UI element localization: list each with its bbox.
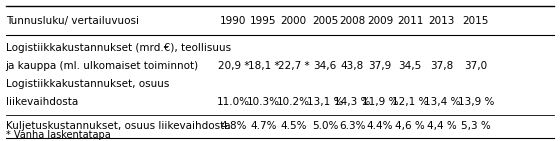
Text: 2005: 2005: [312, 16, 338, 27]
Text: 14,3 %: 14,3 %: [334, 97, 371, 107]
Text: 10.2%: 10.2%: [277, 97, 310, 107]
Text: 5,3 %: 5,3 %: [461, 121, 491, 131]
Text: 2013: 2013: [429, 16, 455, 27]
Text: * Vanha laskentatapa: * Vanha laskentatapa: [6, 130, 110, 140]
Text: 13,9 %: 13,9 %: [458, 97, 494, 107]
Text: 1990: 1990: [220, 16, 246, 27]
Text: 10.3%: 10.3%: [247, 97, 280, 107]
Text: 11.0%: 11.0%: [217, 97, 250, 107]
Text: 4,4 %: 4,4 %: [427, 121, 457, 131]
Text: Tunnusluku/ vertailuvuosi: Tunnusluku/ vertailuvuosi: [6, 16, 138, 27]
Text: 2009: 2009: [367, 16, 393, 27]
Text: Kuljetuskustannukset, osuus liikevaihdosta: Kuljetuskustannukset, osuus liikevaihdos…: [6, 121, 230, 131]
Text: 11,9 %: 11,9 %: [362, 97, 398, 107]
Text: 34,5: 34,5: [399, 61, 422, 71]
Text: liikevaihdosta: liikevaihdosta: [6, 97, 78, 107]
Text: Logistiikkakustannukset, osuus: Logistiikkakustannukset, osuus: [6, 79, 169, 89]
Text: 5.0%: 5.0%: [312, 121, 338, 131]
Text: 2008: 2008: [339, 16, 366, 27]
Text: 20,9 *: 20,9 *: [218, 61, 249, 71]
Text: 22,7 *: 22,7 *: [278, 61, 310, 71]
Text: Logistiikkakustannukset (mrd.€), teollisuus: Logistiikkakustannukset (mrd.€), teollis…: [6, 43, 231, 53]
Text: 2015: 2015: [463, 16, 489, 27]
Text: 4.4%: 4.4%: [367, 121, 393, 131]
Text: 4.7%: 4.7%: [250, 121, 277, 131]
Text: 4.8%: 4.8%: [220, 121, 246, 131]
Text: 2011: 2011: [397, 16, 423, 27]
Text: 13,4 %: 13,4 %: [424, 97, 460, 107]
Text: 37,9: 37,9: [368, 61, 391, 71]
Text: 1995: 1995: [250, 16, 277, 27]
Text: 37,8: 37,8: [430, 61, 454, 71]
Text: 18,1 *: 18,1 *: [248, 61, 279, 71]
Text: 4,6 %: 4,6 %: [395, 121, 425, 131]
Text: 13,1 %: 13,1 %: [307, 97, 343, 107]
Text: 43,8: 43,8: [341, 61, 364, 71]
Text: 4.5%: 4.5%: [281, 121, 307, 131]
Text: 12,1 %: 12,1 %: [392, 97, 428, 107]
Text: ja kauppa (ml. ulkomaiset toiminnot): ja kauppa (ml. ulkomaiset toiminnot): [6, 61, 199, 71]
Text: 37,0: 37,0: [464, 61, 488, 71]
Text: 34,6: 34,6: [314, 61, 337, 71]
Text: 6.3%: 6.3%: [339, 121, 366, 131]
Text: 2000: 2000: [281, 16, 307, 27]
